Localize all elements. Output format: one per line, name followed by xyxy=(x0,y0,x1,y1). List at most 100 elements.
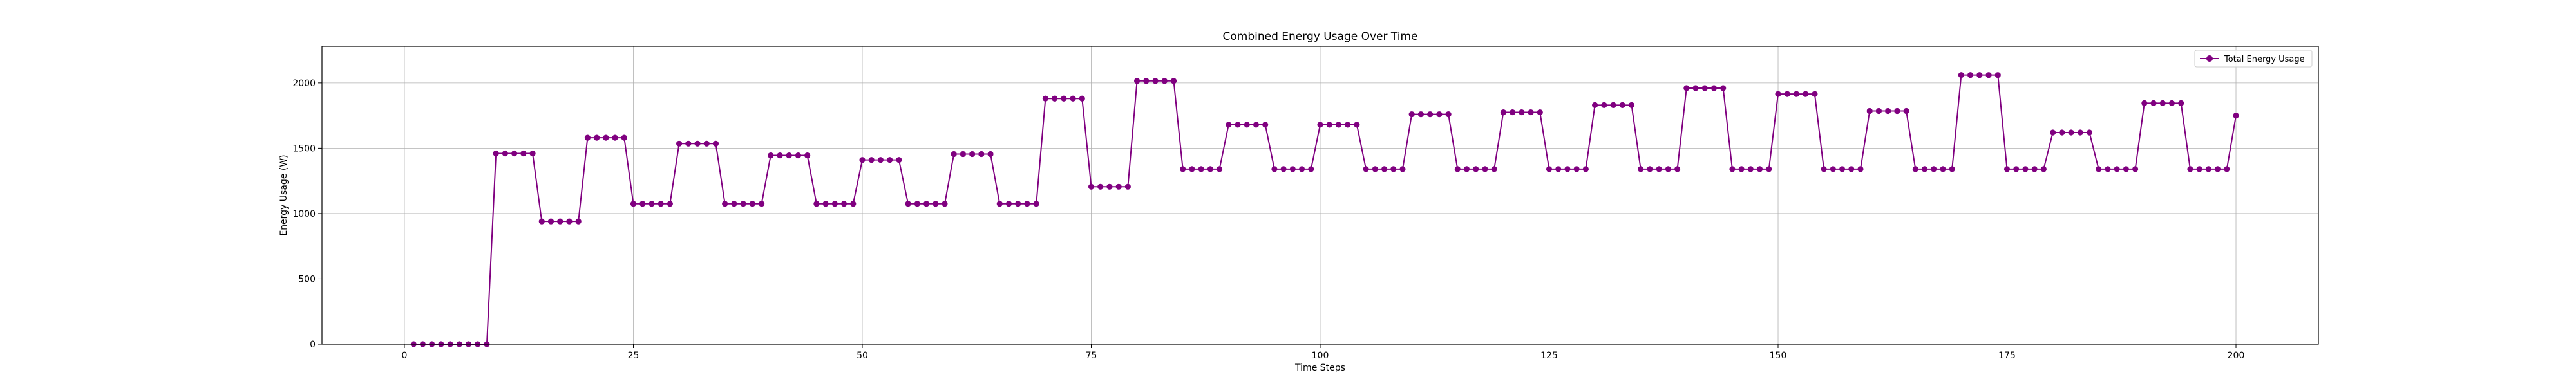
data-point xyxy=(1701,85,1708,91)
data-point xyxy=(1399,166,1406,172)
data-point xyxy=(1015,201,1021,207)
data-point xyxy=(575,218,582,225)
data-point xyxy=(978,151,985,158)
data-point xyxy=(2159,100,2166,106)
data-point xyxy=(749,201,755,207)
data-point xyxy=(1537,109,1543,116)
legend-marker-swatch xyxy=(2206,55,2213,62)
data-point xyxy=(1985,72,1992,78)
data-point xyxy=(813,201,820,207)
data-point xyxy=(1005,201,1012,207)
x-tick-label: 200 xyxy=(2228,351,2245,361)
x-tick-label: 75 xyxy=(1086,351,1097,361)
data-point xyxy=(1656,166,1662,172)
x-tick-label: 125 xyxy=(1540,351,1558,361)
data-point xyxy=(1839,166,1846,172)
data-point xyxy=(905,201,911,207)
data-point xyxy=(1061,95,1067,102)
x-tick-label: 50 xyxy=(857,351,868,361)
legend: Total Energy Usage xyxy=(2194,50,2313,68)
data-point xyxy=(2196,166,2202,172)
data-point xyxy=(703,140,710,147)
data-point xyxy=(1821,166,1827,172)
data-point xyxy=(649,201,655,207)
data-point xyxy=(1491,166,1497,172)
data-point xyxy=(547,218,554,225)
data-point xyxy=(2059,129,2065,136)
y-tick-label: 500 xyxy=(298,274,316,284)
data-point xyxy=(667,201,673,207)
data-point xyxy=(822,201,829,207)
chart-title: Combined Energy Usage Over Time xyxy=(1223,30,1418,43)
data-point xyxy=(1207,166,1213,172)
data-point xyxy=(1345,122,1351,128)
data-point xyxy=(1079,95,1085,102)
data-point xyxy=(1710,85,1718,91)
data-point xyxy=(831,201,838,207)
data-point xyxy=(1949,166,1955,172)
data-point xyxy=(493,150,499,157)
data-point xyxy=(1445,111,1452,118)
data-point xyxy=(2233,113,2239,119)
data-point xyxy=(2086,129,2093,136)
data-point xyxy=(2105,166,2111,172)
x-tick-label: 100 xyxy=(1312,351,1329,361)
data-point xyxy=(1720,85,1727,91)
data-point xyxy=(502,150,509,157)
data-point xyxy=(1994,72,2001,78)
data-point xyxy=(2068,129,2074,136)
data-point xyxy=(712,140,719,147)
data-point xyxy=(2031,166,2038,172)
data-point xyxy=(1601,102,1607,108)
data-point xyxy=(1189,166,1195,172)
data-point xyxy=(1436,111,1443,118)
y-axis-title: Energy Usage (W) xyxy=(279,154,289,235)
x-tick-label: 0 xyxy=(402,351,408,361)
data-point xyxy=(1784,91,1790,97)
data-point xyxy=(2123,166,2129,172)
data-point xyxy=(1280,166,1287,172)
legend-label: Total Energy Usage xyxy=(2224,55,2305,64)
data-point xyxy=(850,201,857,207)
data-point xyxy=(1912,166,1918,172)
data-point xyxy=(868,157,875,163)
data-point xyxy=(584,134,591,141)
data-point xyxy=(1235,122,1241,128)
data-point xyxy=(1134,78,1141,84)
data-point xyxy=(2096,166,2102,172)
data-point xyxy=(1088,183,1095,190)
data-point xyxy=(1390,166,1397,172)
data-point xyxy=(594,134,600,141)
data-point xyxy=(1152,78,1159,84)
data-point xyxy=(960,151,967,158)
data-point xyxy=(1115,183,1122,190)
data-point xyxy=(2022,166,2029,172)
data-point xyxy=(1628,102,1635,108)
data-point xyxy=(511,150,518,157)
data-point xyxy=(1958,72,1965,78)
data-point xyxy=(1775,91,1781,97)
data-point xyxy=(1298,166,1305,172)
data-point xyxy=(1976,72,1983,78)
data-point xyxy=(2132,166,2139,172)
data-point xyxy=(639,201,646,207)
data-point xyxy=(1793,91,1800,97)
data-point xyxy=(2150,100,2157,106)
data-point xyxy=(1729,166,1736,172)
data-point xyxy=(1866,107,1873,115)
data-point xyxy=(1885,107,1891,115)
data-point xyxy=(777,152,783,159)
data-point xyxy=(1308,166,1314,172)
data-point xyxy=(1024,201,1030,207)
data-point xyxy=(1253,122,1260,128)
data-point xyxy=(1830,166,1836,172)
data-point xyxy=(630,201,637,207)
data-point xyxy=(1427,111,1434,118)
data-point xyxy=(1244,122,1250,128)
data-point xyxy=(1940,166,1946,172)
data-point xyxy=(1528,109,1534,116)
data-point xyxy=(1931,166,1937,172)
